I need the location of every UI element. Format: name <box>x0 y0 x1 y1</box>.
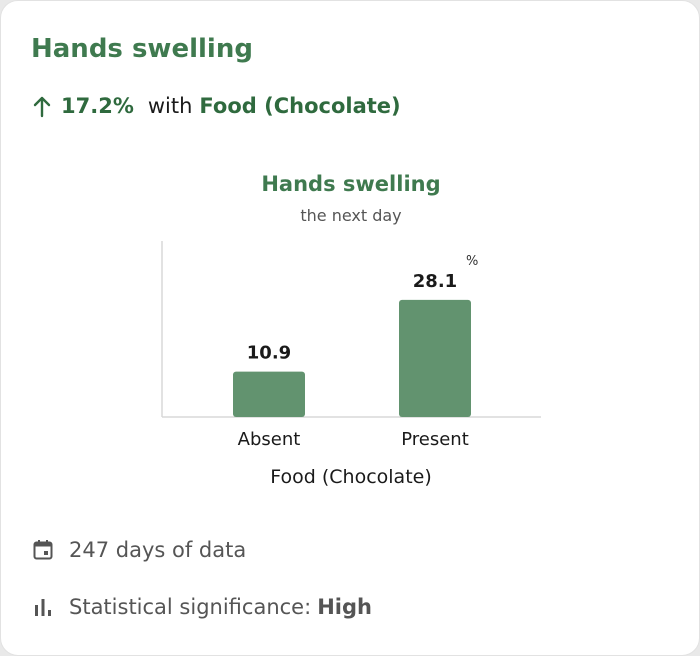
effect-connector: with <box>147 94 193 118</box>
arrow-up-icon <box>33 96 51 118</box>
calendar-icon <box>33 540 53 560</box>
significance-label: Statistical significance: <box>69 595 312 619</box>
statistical-significance: Statistical significance: High <box>31 595 372 619</box>
effect-factor: Food (Chocolate) <box>199 94 401 118</box>
days-of-data-text: 247 days of data <box>69 538 247 562</box>
x-tick-absent: Absent <box>238 429 301 450</box>
bar-chart-icon <box>35 599 51 616</box>
bars-layer: 10.9 Absent 28.1 Present <box>233 271 471 450</box>
bar-absent <box>233 371 305 417</box>
x-axis-title: Food (Chocolate) <box>270 466 432 488</box>
chart-title: Hands swelling <box>261 172 440 196</box>
bar-present <box>399 299 471 417</box>
days-of-data: 247 days of data <box>31 538 246 562</box>
bar-chart-svg: Hands swelling the next day 10.9 Absent 28… <box>161 172 541 488</box>
value-label-present: 28.1 <box>413 271 457 292</box>
value-label-absent: 10.9 <box>247 343 291 364</box>
x-tick-present: Present <box>401 429 469 450</box>
unit-label: % <box>466 254 478 269</box>
chart-subtitle: the next day <box>300 206 401 225</box>
effect-percentage: 17.2% <box>61 94 134 118</box>
significance-value: High <box>317 595 372 619</box>
card-title: Hands swelling <box>31 34 253 64</box>
bar-chart: Hands swelling the next day 10.9 Absent 28… <box>1 161 699 501</box>
effect-summary: 17.2% with Food (Chocolate) <box>31 94 401 118</box>
